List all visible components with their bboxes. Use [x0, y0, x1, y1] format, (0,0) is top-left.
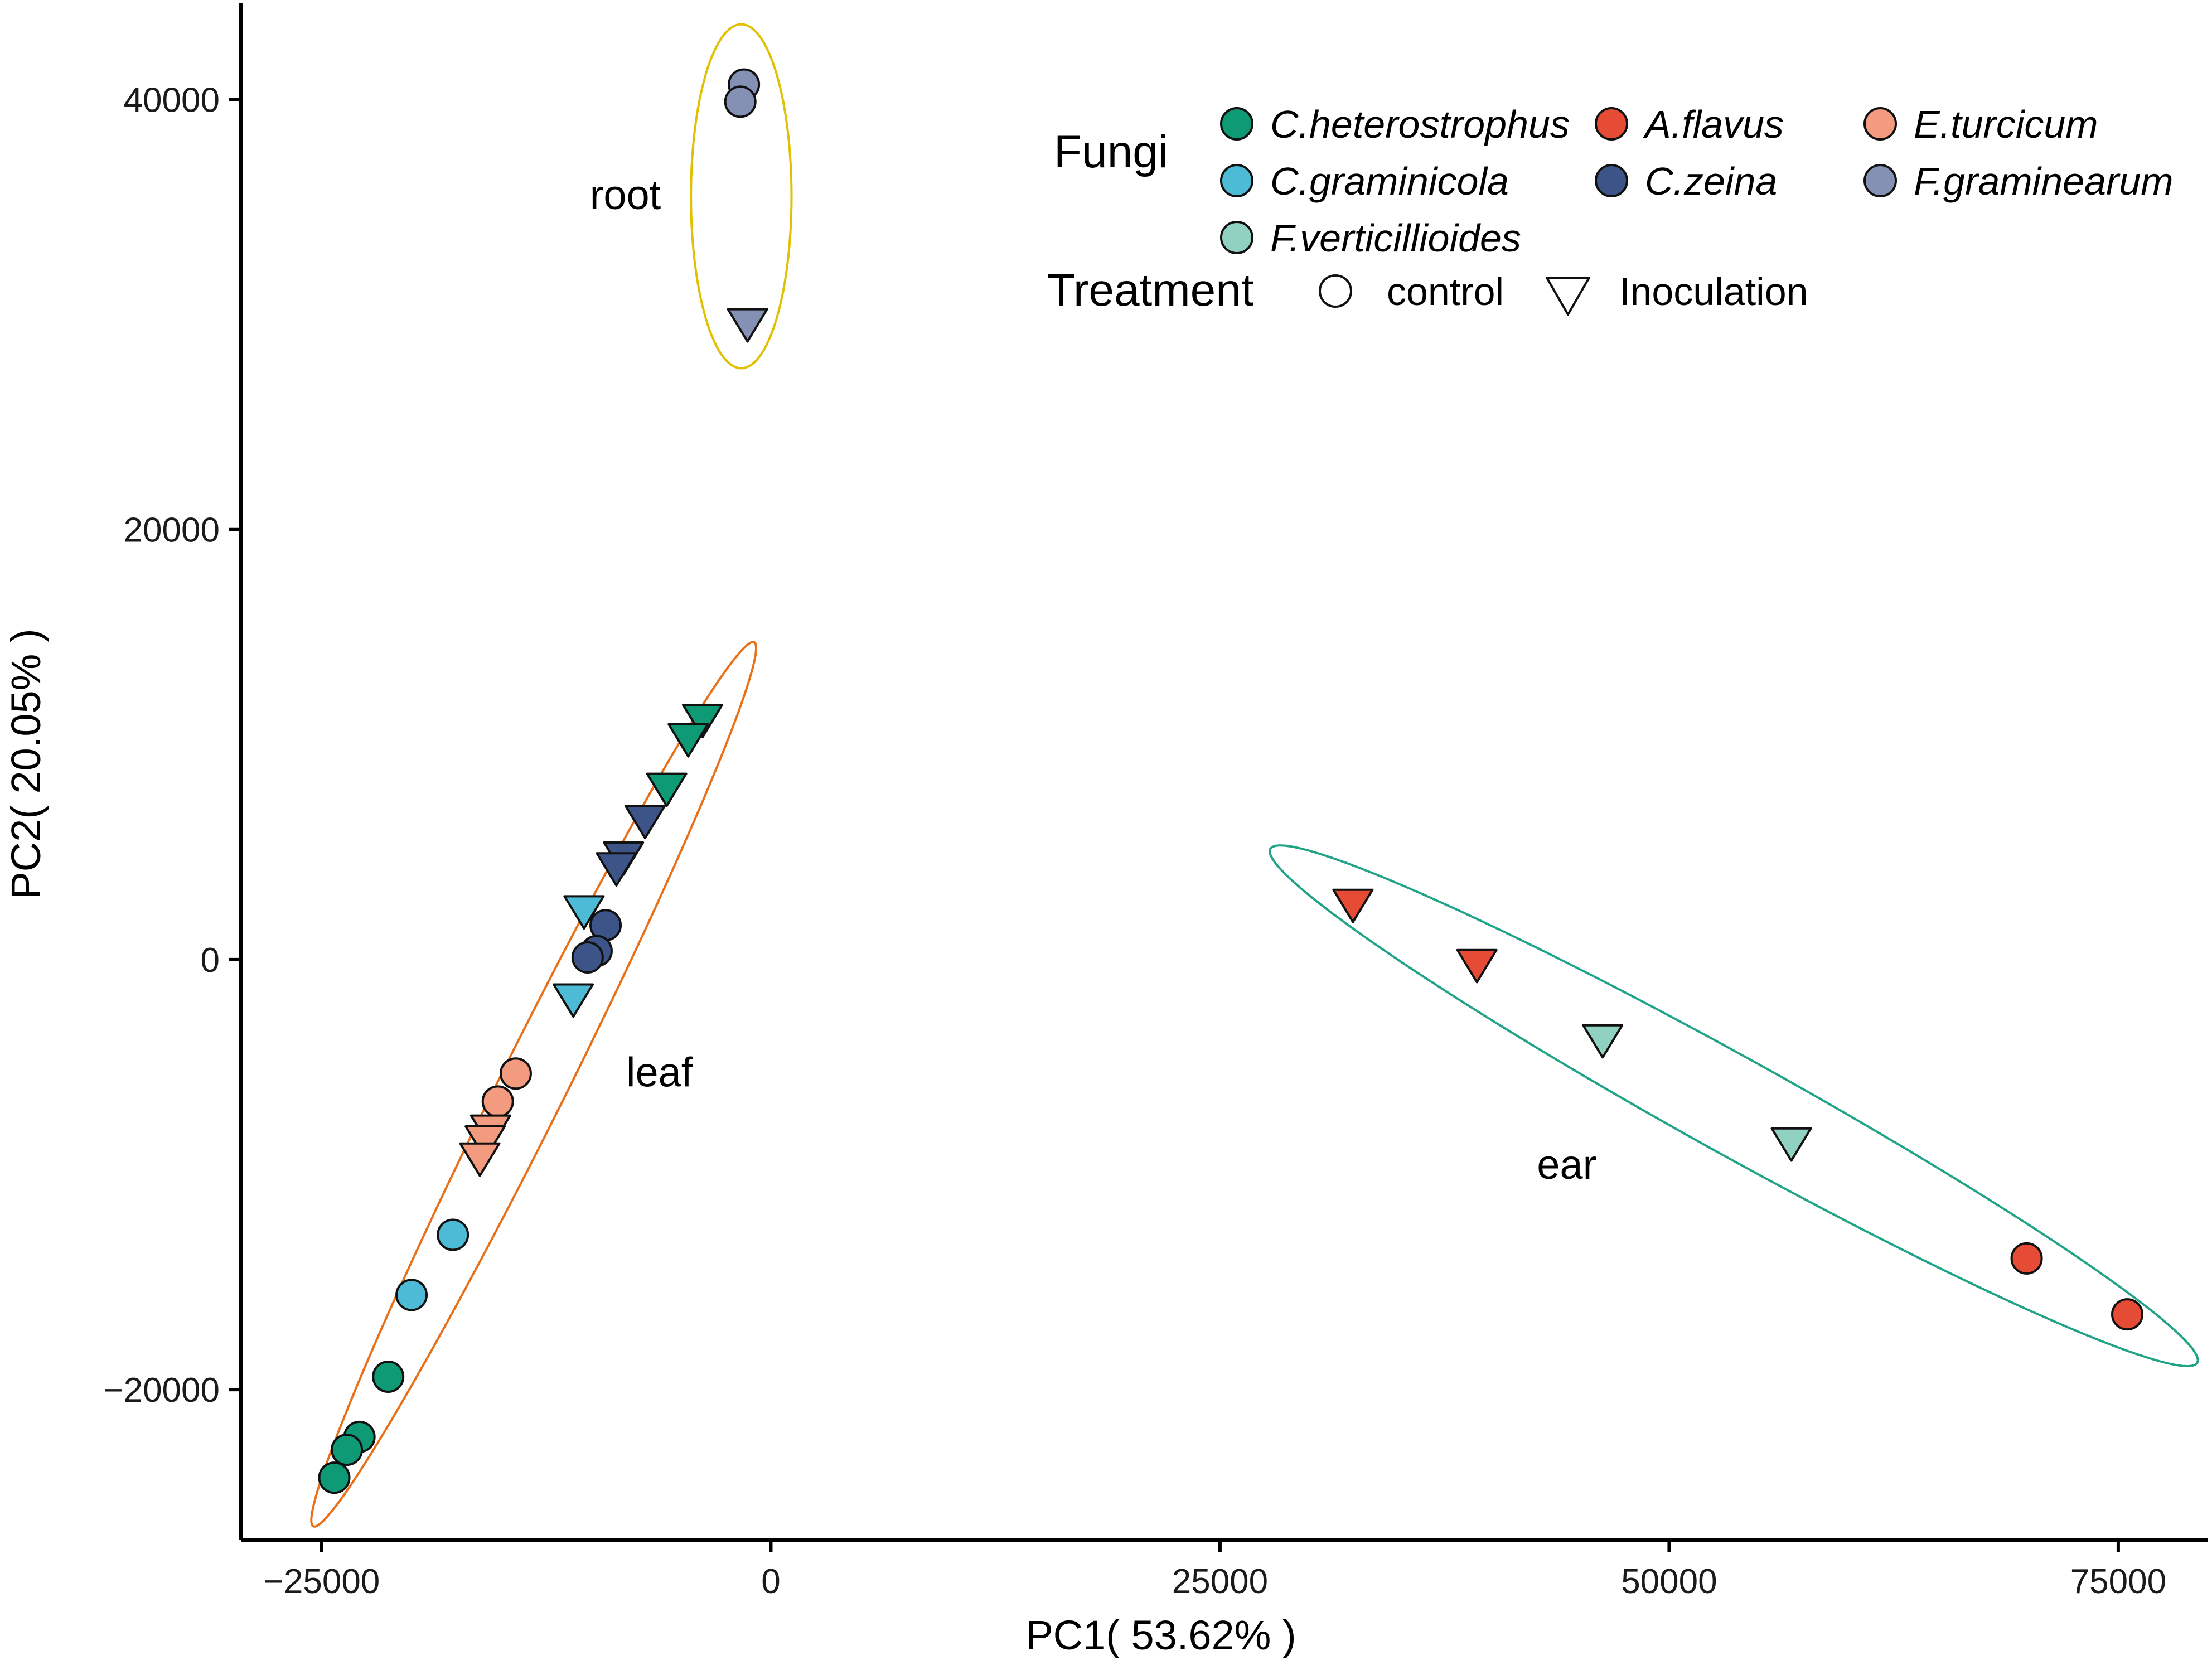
- legend-swatch-c-heterostrophus: [1220, 107, 1253, 141]
- legend-label-inoculation: Inoculation: [1619, 270, 1808, 313]
- point-c-heterostrophus-inoculation: [667, 723, 709, 758]
- point-c-heterostrophus-control: [331, 1434, 364, 1466]
- point-c-graminicola-control: [437, 1218, 469, 1251]
- group-labels: root leaf ear: [590, 172, 1597, 1188]
- legend-swatch-f-graminearum: [1863, 164, 1897, 197]
- legend-treatment-items: control Inoculation: [1319, 270, 1808, 316]
- legend-label-control: control: [1387, 270, 1504, 313]
- legend-label-c-zeina: C.zeina: [1645, 159, 1777, 203]
- legend-fungi-items: C.heterostrophus A.flavus E.turcicum C.gram…: [1220, 103, 2174, 260]
- y-tick-label: −20000: [103, 1371, 220, 1410]
- point-c-graminicola-inoculation: [553, 983, 594, 1018]
- legend-label-a-flavus: A.flavus: [1643, 103, 1784, 146]
- legend-label-e-turcicum: E.turcicum: [1914, 103, 2098, 146]
- point-c-zeina-inoculation: [596, 852, 637, 887]
- legend: Fungi Treatment C.heterostrophus A.flavus…: [1047, 103, 2174, 316]
- y-tick-label: 0: [201, 941, 220, 980]
- point-c-graminicola-control: [395, 1279, 428, 1311]
- axes: −25000 0 25000 50000 75000 −20000 0 20000 40000: [103, 3, 2208, 1601]
- x-axis-title: PC1( 53.62% ): [1025, 1612, 1296, 1658]
- point-e-turcicum-control: [481, 1085, 514, 1118]
- point-c-zeina-inoculation: [624, 805, 666, 840]
- x-tick-label: −25000: [264, 1562, 380, 1601]
- point-e-turcicum-inoculation: [459, 1142, 501, 1177]
- point-a-flavus-control: [2111, 1298, 2144, 1331]
- point-a-flavus-inoculation: [1456, 948, 1498, 984]
- legend-treatment-title: Treatment: [1047, 265, 1254, 316]
- legend-swatch-e-turcicum: [1863, 107, 1897, 141]
- x-tick-label: 25000: [1172, 1562, 1268, 1601]
- ellipse-ear: [1269, 844, 2199, 1368]
- point-f-verticillioides-inoculation: [1770, 1127, 1812, 1162]
- x-tick-label: 75000: [2070, 1562, 2166, 1601]
- legend-fungi-title: Fungi: [1054, 127, 1168, 177]
- legend-swatch-a-flavus: [1595, 107, 1628, 141]
- legend-swatch-c-graminicola: [1220, 164, 1253, 197]
- y-ticks: −20000 0 20000 40000: [103, 81, 241, 1410]
- point-f-graminearum-inoculation: [727, 308, 768, 343]
- y-tick-label: 20000: [124, 511, 220, 550]
- legend-shape-control: [1319, 274, 1352, 308]
- legend-label-c-heterostrophus: C.heterostrophus: [1270, 103, 1570, 146]
- legend-swatch-f-verticillioides: [1220, 221, 1253, 254]
- x-ticks: −25000 0 25000 50000 75000: [264, 1540, 2166, 1601]
- point-e-turcicum-control: [499, 1057, 532, 1090]
- point-c-heterostrophus-inoculation: [682, 704, 724, 738]
- legend-label-f-verticillioides: F.verticillioides: [1270, 216, 1521, 260]
- group-label-root: root: [590, 172, 661, 218]
- legend-shape-inoculation: [1546, 277, 1590, 316]
- group-ellipses: [310, 23, 2199, 1528]
- x-tick-label: 0: [761, 1562, 780, 1601]
- point-a-flavus-inoculation: [1332, 888, 1374, 923]
- ellipse-root: [690, 23, 793, 370]
- y-tick-label: 40000: [124, 81, 220, 120]
- point-c-heterostrophus-control: [372, 1360, 405, 1393]
- group-label-leaf: leaf: [626, 1049, 693, 1095]
- y-axis-title: PC2( 20.05% ): [3, 628, 49, 899]
- point-a-flavus-control: [2010, 1242, 2043, 1275]
- point-f-verticillioides-inoculation: [1582, 1024, 1624, 1059]
- legend-label-c-graminicola: C.graminicola: [1270, 159, 1509, 203]
- legend-label-f-graminearum: F.graminearum: [1914, 159, 2174, 203]
- data-points: [318, 68, 2144, 1494]
- point-f-graminearum-control: [724, 85, 757, 118]
- group-label-ear: ear: [1537, 1141, 1596, 1188]
- legend-swatch-c-zeina: [1595, 164, 1628, 197]
- point-c-heterostrophus-inoculation: [646, 772, 688, 807]
- point-c-zeina-control: [571, 941, 604, 974]
- point-c-heterostrophus-control: [318, 1461, 351, 1494]
- x-tick-label: 50000: [1621, 1562, 1717, 1601]
- point-c-graminicola-inoculation: [563, 895, 605, 930]
